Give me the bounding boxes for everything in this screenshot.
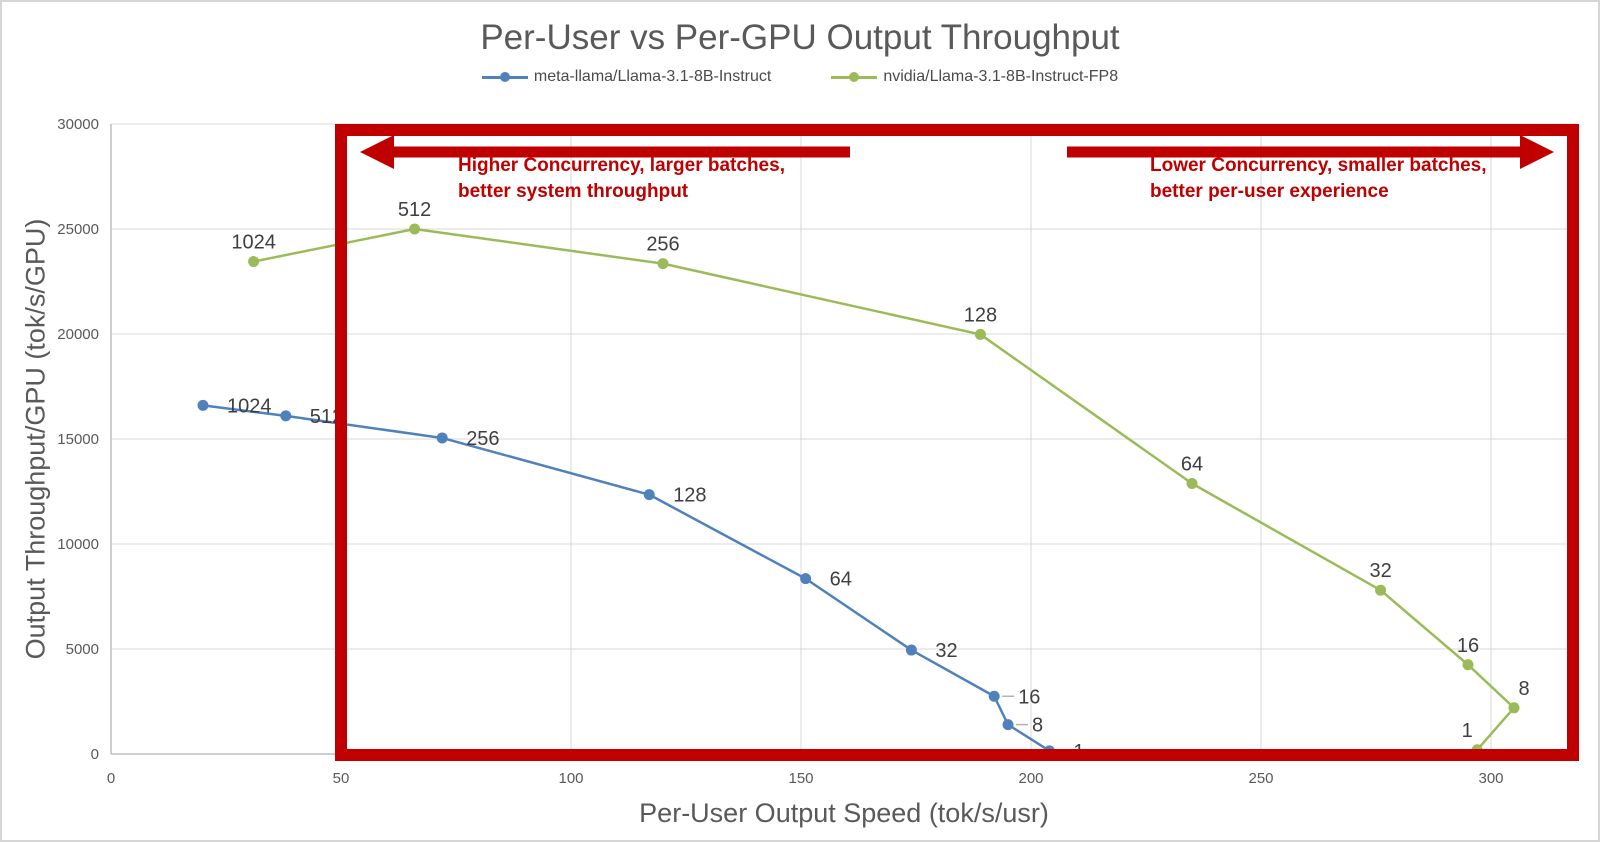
legend-line-marker-blue-icon — [481, 71, 528, 83]
legend-label-meta-llama: meta-llama/Llama-3.1-8B-Instruct — [533, 68, 772, 85]
point-label-nvidia-512: 512 — [398, 199, 431, 221]
y-tick-label-25000: 25000 — [57, 221, 99, 238]
point-label-nvidia-1: 1 — [1462, 720, 1473, 742]
point-label-nvidia-64: 64 — [1181, 454, 1203, 476]
x-axis-title: Per-User Output Speed (tok/s/usr) — [639, 798, 1049, 828]
point-label-nvidia-32: 32 — [1369, 560, 1391, 582]
point-label-meta-128: 128 — [673, 485, 706, 507]
legend-item-nvidia-fp8: nvidia/Llama-3.1-8B-Instruct-FP8 — [831, 68, 1118, 86]
point-label-meta-1024: 1024 — [227, 395, 272, 417]
data-point-nvidia-64 — [1186, 478, 1198, 490]
y-axis-title: Output Throughput/GPU (tok/s/GPU) — [20, 218, 51, 660]
point-label-meta-16: 16 — [1018, 686, 1040, 708]
annotation-higher-concurrency-line1: Higher Concurrency, larger batches, — [458, 155, 785, 176]
data-point-nvidia-8 — [1508, 702, 1520, 714]
point-label-meta-256: 256 — [466, 428, 499, 450]
data-point-nvidia-256 — [657, 258, 669, 270]
data-point-nvidia-1024 — [248, 256, 260, 268]
x-tick-label-150: 150 — [788, 770, 813, 787]
y-tick-label-15000: 15000 — [57, 431, 99, 448]
point-label-meta-32: 32 — [935, 640, 957, 662]
legend-line-marker-green-icon — [831, 71, 878, 83]
annotation-lower-concurrency: Lower Concurrency, smaller batches, bett… — [1150, 153, 1487, 205]
point-label-meta-8: 8 — [1032, 715, 1043, 737]
legend-label-nvidia-fp8: nvidia/Llama-3.1-8B-Instruct-FP8 — [883, 68, 1119, 85]
data-point-meta-512 — [280, 410, 292, 422]
annotation-lower-concurrency-line1: Lower Concurrency, smaller batches, — [1150, 155, 1487, 176]
data-point-meta-16 — [988, 690, 1000, 702]
y-tick-label-20000: 20000 — [57, 326, 99, 343]
point-label-nvidia-16: 16 — [1457, 635, 1479, 657]
data-point-meta-1024 — [197, 399, 209, 411]
concurrency-region-box — [335, 124, 1579, 761]
point-label-nvidia-128: 128 — [964, 304, 997, 326]
legend-item-meta-llama: meta-llama/Llama-3.1-8B-Instruct — [481, 68, 772, 86]
x-tick-label-250: 250 — [1248, 770, 1273, 787]
series-line-nvidia-fp8 — [253, 227, 1516, 751]
right-arrow-icon — [1067, 135, 1554, 169]
data-point-meta-256 — [436, 432, 448, 444]
annotation-higher-concurrency: Higher Concurrency, larger batches, bett… — [458, 153, 785, 205]
data-point-nvidia-32 — [1375, 584, 1387, 596]
chart-title: Per-User vs Per-GPU Output Throughput — [480, 18, 1120, 57]
point-label-meta-64: 64 — [830, 569, 852, 591]
x-tick-label-200: 200 — [1018, 770, 1043, 787]
data-point-meta-64 — [800, 573, 812, 585]
point-label-meta-512: 512 — [310, 406, 343, 428]
data-point-nvidia-128 — [974, 328, 986, 340]
annotation-higher-concurrency-line2: better system throughput — [458, 181, 689, 202]
data-point-nvidia-512 — [409, 223, 421, 235]
point-label-nvidia-8: 8 — [1518, 678, 1529, 700]
left-arrow-icon — [360, 135, 850, 169]
y-tick-label-10000: 10000 — [57, 536, 99, 553]
data-point-meta-128 — [643, 489, 655, 501]
point-label-nvidia-256: 256 — [646, 234, 679, 256]
y-tick-label-30000: 30000 — [57, 116, 99, 133]
data-point-meta-32 — [905, 644, 917, 656]
data-point-nvidia-16 — [1462, 659, 1474, 671]
point-label-nvidia-1024: 1024 — [231, 232, 276, 254]
x-tick-label-300: 300 — [1478, 770, 1503, 787]
y-tick-label-5000: 5000 — [66, 641, 99, 658]
x-tick-label-0: 0 — [107, 770, 115, 787]
y-tick-label-0: 0 — [91, 746, 99, 763]
legend: meta-llama/Llama-3.1-8B-Instruct nvidia/… — [2, 68, 1598, 86]
x-tick-label-50: 50 — [333, 770, 350, 787]
annotation-lower-concurrency-line2: better per-user experience — [1150, 181, 1389, 202]
series-line-meta-llama — [202, 404, 1051, 752]
data-point-meta-8 — [1002, 719, 1014, 731]
x-tick-label-100: 100 — [558, 770, 583, 787]
